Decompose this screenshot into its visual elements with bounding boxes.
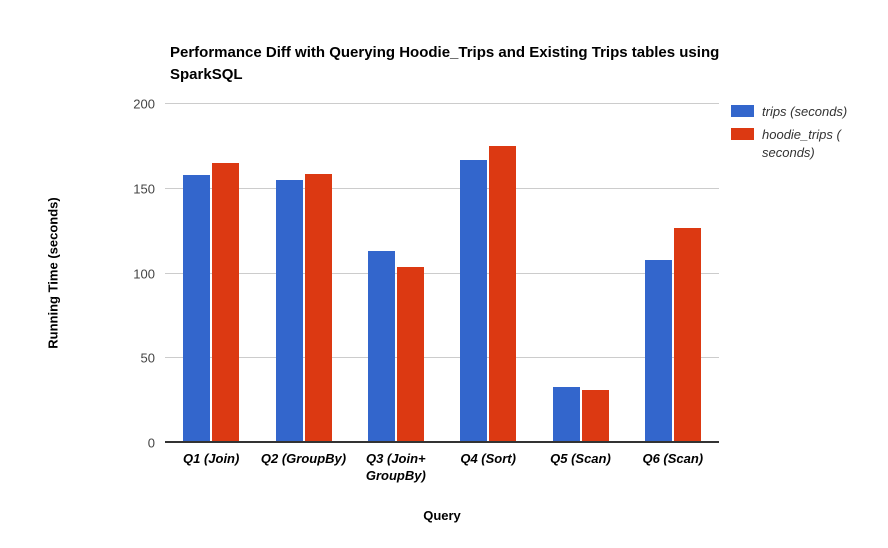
bar-group-q4 <box>459 104 517 443</box>
gridline-150 <box>165 187 719 189</box>
bar-hoodie_trips-q6[interactable] <box>673 227 701 443</box>
legend-swatch-trips <box>731 105 754 117</box>
bar-trips-q3[interactable] <box>367 251 395 443</box>
gridline-100 <box>165 272 719 274</box>
bar-group-q3 <box>367 104 425 443</box>
x-tick-label-q2: Q2 (GroupBy) <box>260 451 347 466</box>
legend: trips (seconds) hoodie_trips ( seconds) <box>731 103 881 167</box>
bar-trips-q4[interactable] <box>460 159 488 443</box>
bar-hoodie_trips-q4[interactable] <box>489 146 517 443</box>
y-tick-label-50: 50 <box>140 350 155 366</box>
bar-group-q2 <box>275 104 333 443</box>
bar-trips-q5[interactable] <box>552 387 580 443</box>
plot-area: 0 50 100 150 200 <box>133 97 719 451</box>
legend-item-hoodie_trips[interactable]: hoodie_trips ( seconds) <box>731 126 881 162</box>
legend-label-hoodie_trips: hoodie_trips ( seconds) <box>762 127 841 160</box>
x-axis-title: Query <box>423 508 461 523</box>
y-tick-label-150: 150 <box>133 181 155 197</box>
x-tick-label-q1: Q1 (Join) <box>182 451 240 466</box>
y-tick-label-200: 200 <box>133 96 155 112</box>
bar-hoodie_trips-q5[interactable] <box>581 390 609 443</box>
y-axis-title: Running Time (seconds) <box>45 197 61 349</box>
y-tick-label-0: 0 <box>147 435 155 451</box>
bar-trips-q1[interactable] <box>183 175 211 443</box>
bar-trips-q6[interactable] <box>644 259 672 443</box>
x-tick-label-q5: Q5 (Scan) <box>550 451 611 466</box>
gridline-200 <box>165 103 719 104</box>
gridline-50 <box>165 357 719 359</box>
x-tick-label-q4: Q4 (Sort) <box>460 451 516 466</box>
legend-item-trips[interactable]: trips (seconds) <box>731 103 881 121</box>
bar-hoodie_trips-q3[interactable] <box>396 266 424 443</box>
y-tick-label-100: 100 <box>133 266 155 281</box>
bar-group-q5 <box>552 104 610 443</box>
bar-group-q1 <box>182 104 240 443</box>
bar-trips-q2[interactable] <box>275 180 303 443</box>
x-axis-tick-labels: Q1 (Join) Q2 (GroupBy) Q3 (Join+ GroupBy) Q… <box>165 450 719 484</box>
legend-label-trips: trips (seconds) <box>762 104 848 119</box>
bar-group-q6 <box>644 104 702 443</box>
x-axis-line <box>165 441 719 443</box>
x-tick-label-q6: Q6 (Scan) <box>642 451 704 466</box>
chart-title: Performance Diff with Querying Hoodie_Tr… <box>170 44 720 83</box>
bar-hoodie_trips-q2[interactable] <box>304 173 332 443</box>
bar-hoodie_trips-q1[interactable] <box>212 163 240 443</box>
x-tick-label-q3: Q3 (Join+ GroupBy) <box>365 451 426 483</box>
legend-swatch-hoodie_trips <box>731 128 754 140</box>
